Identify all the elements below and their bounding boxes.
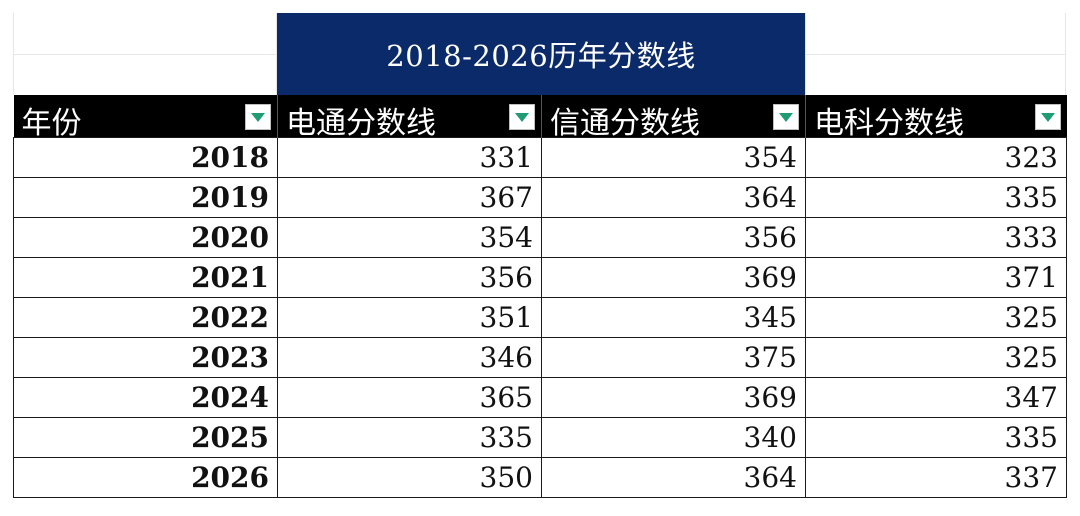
table-row: 2021 356 369 371 [13,257,1067,298]
score-cell[interactable]: 364 [541,457,806,498]
score-cell[interactable]: 350 [277,457,542,498]
column-header-xin-tong[interactable]: 信通分数线 [541,95,806,141]
year-cell[interactable]: 2025 [13,417,278,458]
score-cell[interactable]: 345 [541,297,806,338]
score-cell[interactable]: 347 [805,377,1067,418]
year-cell[interactable]: 2021 [13,257,278,298]
filter-dropdown-button[interactable] [245,104,271,130]
year-cell[interactable]: 2026 [13,457,278,498]
column-header-label: 电通分数线 [286,106,436,141]
column-header-dian-tong[interactable]: 电通分数线 [277,95,542,141]
table-row: 2026 350 364 337 [13,457,1067,498]
score-cell[interactable]: 356 [541,217,806,258]
score-cell[interactable]: 356 [277,257,542,298]
year-cell[interactable]: 2019 [13,177,278,218]
score-cell[interactable]: 369 [541,377,806,418]
score-cell[interactable]: 371 [805,257,1067,298]
spreadsheet: 2018-2026历年分数线 年份 电通分数线 [13,13,1067,498]
column-header-label: 电科分数线 [814,106,964,141]
score-cell[interactable]: 337 [805,457,1067,498]
filter-dropdown-button[interactable] [509,104,535,130]
column-header-label: 年份 [21,106,82,141]
table-row: 2025 335 340 335 [13,417,1067,458]
column-header-dian-ke[interactable]: 电科分数线 [805,95,1067,141]
table-row: 2019 367 364 335 [13,177,1067,218]
score-cell[interactable]: 335 [805,417,1067,458]
dropdown-arrow-icon [1040,112,1055,122]
year-cell[interactable]: 2024 [13,377,278,418]
score-cell[interactable]: 335 [805,177,1067,218]
year-cell[interactable]: 2018 [13,137,278,178]
score-cell[interactable]: 335 [277,417,542,458]
table-row: 2020 354 356 333 [13,217,1067,258]
score-cell[interactable]: 325 [805,297,1067,338]
score-cell[interactable]: 333 [805,217,1067,258]
score-cell[interactable]: 375 [541,337,806,378]
score-cell[interactable]: 365 [277,377,542,418]
dropdown-arrow-icon [515,112,529,122]
dropdown-arrow-icon [779,112,793,122]
score-cell[interactable]: 364 [541,177,806,218]
score-cell[interactable]: 331 [277,137,542,178]
dropdown-arrow-icon [251,112,265,122]
filter-dropdown-button[interactable] [1034,104,1061,130]
header-row: 年份 电通分数线 信通分数线 [13,95,1067,141]
empty-cell[interactable] [13,13,277,95]
year-cell[interactable]: 2022 [13,297,278,338]
table-title[interactable]: 2018-2026历年分数线 [277,13,805,95]
table-row: 2018 331 354 323 [13,137,1067,178]
column-header-year[interactable]: 年份 [13,95,278,141]
score-table: 年份 电通分数线 信通分数线 [13,95,1067,498]
score-cell[interactable]: 369 [541,257,806,298]
score-cell[interactable]: 354 [541,137,806,178]
score-cell[interactable]: 325 [805,337,1067,378]
table-row: 2022 351 345 325 [13,297,1067,338]
score-cell[interactable]: 340 [541,417,806,458]
year-cell[interactable]: 2020 [13,217,278,258]
score-cell[interactable]: 354 [277,217,542,258]
column-header-label: 信通分数线 [550,106,700,141]
score-cell[interactable]: 367 [277,177,542,218]
year-cell[interactable]: 2023 [13,337,278,378]
score-cell[interactable]: 351 [277,297,542,338]
score-cell[interactable]: 323 [805,137,1067,178]
title-row: 2018-2026历年分数线 [13,13,1066,95]
filter-dropdown-button[interactable] [773,104,799,130]
empty-cell[interactable] [805,13,1066,95]
table-row: 2024 365 369 347 [13,377,1067,418]
score-cell[interactable]: 346 [277,337,542,378]
table-row: 2023 346 375 325 [13,337,1067,378]
